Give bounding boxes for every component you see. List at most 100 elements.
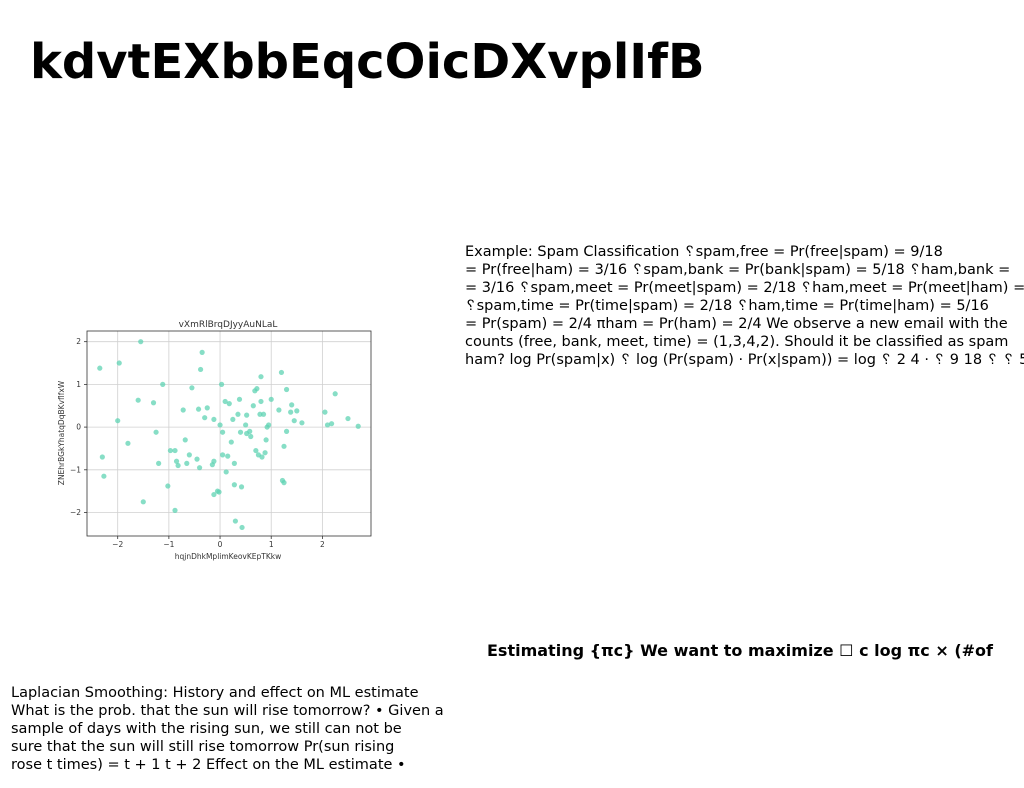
scatter-point	[225, 453, 231, 459]
y-tick-label: −2	[70, 508, 81, 517]
scatter-point	[195, 406, 202, 412]
scatter-point	[222, 398, 228, 405]
scatter-point	[259, 454, 265, 460]
scatter-point	[278, 369, 285, 376]
scatter-point	[189, 385, 195, 391]
scatter-point	[355, 423, 361, 429]
scatter-point	[202, 415, 208, 421]
scatter-point	[253, 447, 259, 454]
plot-frame	[86, 330, 372, 537]
x-tick-label: 0	[218, 540, 223, 549]
scatter-point	[235, 411, 241, 417]
scatter-point	[186, 452, 192, 458]
scatter-point	[258, 398, 264, 405]
scatter-point	[156, 460, 162, 466]
scatter-point	[196, 465, 203, 471]
scatter-point	[263, 437, 269, 443]
scatter-point	[289, 402, 295, 408]
scatter-point	[220, 429, 226, 435]
scatter-point	[258, 374, 264, 380]
scatter-point	[322, 409, 328, 415]
scatter-point	[115, 418, 121, 424]
scatter-point	[167, 447, 174, 454]
spam-line: ham? log Pr(spam|x) ␦ log (Pr(spam) · Pr…	[465, 352, 1024, 368]
spam-line: = Pr(free|ham) = 3/16 ␦spam,bank = Pr(ba…	[465, 262, 1011, 278]
scatter-point	[194, 456, 200, 462]
scatter-point	[172, 447, 178, 454]
scatter-point	[175, 462, 181, 469]
scatter-point	[223, 469, 229, 475]
scatter-point	[283, 386, 290, 393]
scatter-point	[291, 418, 297, 424]
scatter-point	[281, 443, 287, 449]
scatter-point	[250, 403, 256, 409]
scatter-point	[173, 458, 180, 464]
spam-line: = 3/16 ␦spam,meet = Pr(meet|spam) = 2/18…	[465, 280, 1024, 296]
scatter-point	[226, 401, 232, 407]
spam-line: Example: Spam Classification ␦spam,free …	[465, 244, 943, 260]
laplace-line: sure that the sun will still rise tomorr…	[11, 739, 395, 755]
scatter-point	[244, 412, 250, 418]
scatter-point	[238, 484, 245, 490]
scatter-point	[231, 460, 237, 466]
scatter-point	[211, 491, 217, 498]
scatter-point	[172, 507, 178, 513]
y-tick-label: 2	[76, 337, 81, 346]
scatter-point	[140, 499, 146, 505]
scatter-point	[276, 407, 282, 413]
chart-title: vXmRlBrqDJyyAuNLaL	[179, 320, 278, 330]
y-tick-label: 0	[76, 423, 81, 432]
laplace-line: What is the prob. that the sun will rise…	[11, 703, 444, 719]
scatter-point	[328, 421, 335, 427]
scatter-point	[254, 386, 260, 392]
scatter-point	[182, 437, 188, 443]
scatter-point	[237, 429, 244, 435]
scatter-point	[260, 411, 267, 417]
x-tick-label: 2	[320, 540, 325, 549]
scatter-point	[198, 366, 204, 373]
scatter-point	[211, 416, 217, 423]
spam-line: ␦spam,time = Pr(time|spam) = 2/18 ␦ham,t…	[465, 298, 989, 314]
scatter-point	[216, 489, 222, 495]
spam-line: = Pr(spam) = 2/4 πham = Pr(ham) = 2/4 We…	[465, 316, 1008, 332]
scatter-point	[248, 433, 254, 440]
scatter-point	[135, 397, 141, 403]
scatter-point	[288, 409, 294, 415]
scatter-point	[283, 428, 290, 434]
scatter-point	[138, 339, 144, 345]
scatter-point	[239, 524, 245, 531]
x-tick-label: −1	[163, 540, 174, 549]
scatter-point	[218, 381, 225, 387]
scatter-chart: vXmRlBrqDJyyAuNLaL hqjnDhkMplimKeovKEpTK…	[57, 320, 372, 561]
scatter-point	[204, 405, 210, 411]
scatter-point	[281, 480, 287, 486]
scatter-point	[232, 518, 238, 524]
laplace-line: rose t times) = t + 1 t + 2 Effect on th…	[11, 757, 406, 773]
tick-layer: −2 −1 0 1 2 −2 −1 0 1 2	[70, 337, 325, 549]
spam-classification-text: Example: Spam Classification ␦spam,free …	[465, 243, 1024, 369]
y-tick-label: −1	[70, 465, 81, 474]
scatter-point	[217, 422, 223, 428]
scatter-point	[184, 460, 190, 466]
scatter-point	[116, 360, 122, 366]
scatter-point	[165, 483, 171, 489]
scatter-point	[332, 391, 338, 397]
x-tick-label: −2	[112, 540, 123, 549]
scatter-point	[231, 482, 237, 488]
grid-layer	[87, 331, 371, 536]
scatter-point	[99, 454, 105, 460]
scatter-point	[345, 415, 351, 422]
laplace-line: Laplacian Smoothing: History and effect …	[11, 685, 419, 701]
scatter-point	[209, 462, 215, 468]
scatter-point	[230, 416, 236, 423]
scatter-point	[266, 422, 272, 428]
scatter-point	[160, 381, 166, 387]
page-title: kdvtEXbbEqcOicDXvplIfB	[30, 34, 705, 90]
point-layer	[97, 339, 361, 531]
scatter-point	[199, 349, 205, 355]
scatter-point	[228, 439, 234, 445]
scatter-point	[262, 450, 268, 456]
y-tick-label: 1	[76, 380, 81, 389]
scatter-point	[236, 396, 243, 402]
scatter-point	[243, 422, 249, 428]
